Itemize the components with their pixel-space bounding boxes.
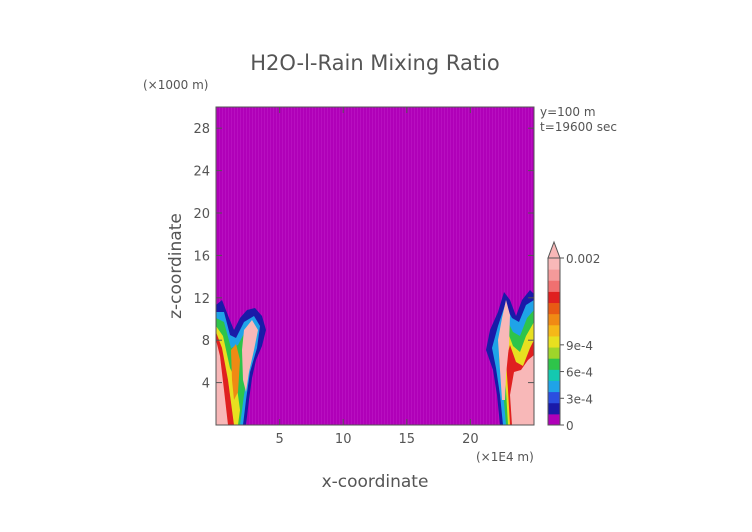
colorbar-segment — [548, 347, 560, 359]
colorbar-tick-label: 6e-4 — [566, 366, 593, 380]
colorbar-tick-label: 0 — [566, 419, 574, 433]
y-axis-label: z-coordinate — [166, 213, 186, 319]
colorbar-segment — [548, 369, 560, 381]
y-unit-label: (×1000 m) — [143, 78, 208, 92]
x-axis: 5 10 15 20 — [275, 107, 479, 447]
colorbar-segment — [548, 280, 560, 292]
colorbar-segment — [548, 324, 560, 337]
colorbar-segment — [548, 413, 560, 426]
y-tick-label: 12 — [193, 292, 210, 307]
y-tick-label: 24 — [193, 165, 210, 180]
rain-left-streak — [231, 344, 240, 400]
plot-frame — [215, 106, 535, 426]
colorbar-tick-label: 0.002 — [566, 252, 600, 266]
x-tick-label: 5 — [275, 432, 283, 447]
colorbar-segment — [548, 358, 560, 370]
plot-background — [216, 107, 534, 425]
colorbar-overflow-arrow — [547, 240, 561, 259]
y-axis: 4 8 12 16 20 24 28 — [193, 122, 534, 392]
annotations: y=100 m t=19600 sec — [540, 105, 617, 134]
colorbar-segment — [548, 258, 560, 270]
y-tick-label: 16 — [193, 249, 210, 264]
x-unit-label: (×1E4 m) — [476, 450, 534, 464]
colorbar-segment — [548, 335, 560, 348]
colorbar-segment — [548, 402, 560, 415]
colorbar-segment — [548, 380, 560, 393]
annotation-y: y=100 m — [540, 105, 596, 119]
x-tick-label: 20 — [462, 432, 479, 447]
x-tick-label: 10 — [335, 432, 352, 447]
chart-title: H2O-l-Rain Mixing Ratio — [250, 51, 500, 75]
rain-region-right — [486, 290, 534, 425]
colorbar-segment — [548, 302, 560, 315]
y-tick-label: 28 — [193, 122, 210, 137]
colorbar-segment — [548, 313, 560, 326]
colorbar: 0 3e-4 6e-4 9e-4 0.002 — [547, 240, 600, 433]
rain-right-core — [498, 300, 510, 400]
plot-area — [215, 106, 535, 426]
y-tick-label: 20 — [193, 207, 210, 222]
x-tick-label: 15 — [399, 432, 416, 447]
y-tick-label: 8 — [202, 334, 210, 349]
colorbar-tick-label: 3e-4 — [566, 392, 593, 406]
colorbar-tick-label: 9e-4 — [566, 339, 593, 353]
x-axis-label: x-coordinate — [322, 472, 429, 492]
annotation-t: t=19600 sec — [540, 120, 617, 134]
colorbar-segment — [548, 291, 560, 304]
colorbar-segment — [548, 391, 560, 404]
rain-right-core2 — [510, 355, 534, 425]
rain-region-left — [216, 300, 266, 425]
y-tick-label: 4 — [202, 377, 210, 392]
rain-left-core2 — [242, 320, 258, 392]
colorbar-segment — [548, 269, 560, 281]
